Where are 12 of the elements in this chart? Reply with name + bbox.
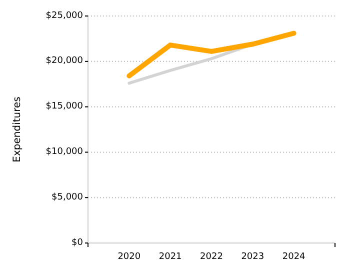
x-tick-label: 2024 [282,252,306,262]
y-tick-label: $25,000 [46,10,84,21]
y-axis-title: Expenditures [12,96,23,162]
x-tick-label: 2022 [200,252,223,262]
x-tick-label: 2020 [118,252,141,262]
y-tick-label: $10,000 [46,147,84,157]
y-tick-label: $20,000 [46,56,84,66]
x-tick-label: 2021 [158,252,182,262]
y-tick-label: $5,000 [52,192,84,202]
y-tick-label: $0 [72,238,84,248]
x-tick-label: 2023 [241,252,264,262]
y-tick-label: $15,000 [46,102,84,112]
